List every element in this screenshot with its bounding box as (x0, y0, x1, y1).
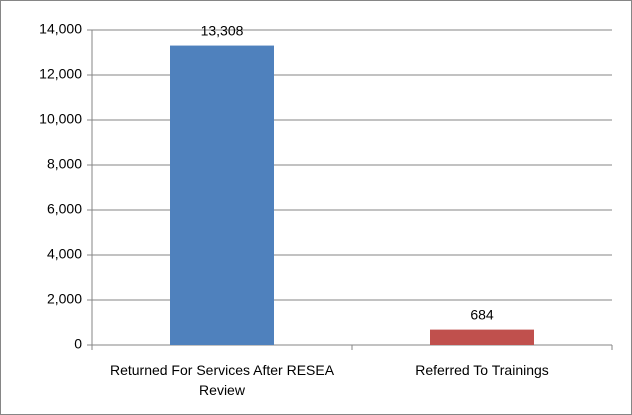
data-label: 13,308 (201, 22, 244, 38)
y-tick-label: 2,000 (47, 291, 82, 307)
x-tick-label: Referred To Trainings (415, 362, 549, 378)
y-tick-label: 8,000 (47, 156, 82, 172)
y-tick-label: 4,000 (47, 246, 82, 262)
y-tick-label: 10,000 (39, 111, 82, 127)
data-label: 684 (470, 306, 494, 322)
x-tick-label: Returned For Services After RESEA Review (109, 362, 335, 398)
y-tick-label: 12,000 (39, 66, 82, 82)
y-tick-label: 6,000 (47, 201, 82, 217)
bar (170, 45, 274, 345)
y-tick-label: 14,000 (39, 21, 82, 37)
y-tick-label: 0 (74, 336, 82, 352)
bar (430, 329, 534, 345)
